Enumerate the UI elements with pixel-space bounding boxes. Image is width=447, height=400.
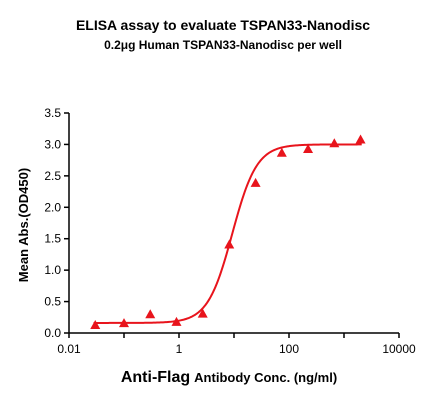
x-axis-label: Anti-Flag Antibody Conc. (ng/ml) (121, 369, 337, 386)
y-tick-label: 0.0 (44, 326, 61, 340)
data-point (171, 316, 182, 326)
data-point (355, 134, 366, 144)
data-point (250, 177, 261, 187)
x-axis-label-sub: Antibody Conc. (ng/ml) (194, 370, 337, 385)
data-point (276, 147, 287, 157)
y-tick-label: 3.5 (44, 106, 61, 120)
y-tick-label: 1.0 (44, 263, 61, 277)
data-point (119, 318, 129, 328)
chart-subtitle: 0.2μg Human TSPAN33-Nanodisc per well (104, 38, 342, 52)
y-tick-label: 2.5 (44, 169, 61, 183)
x-tick-label: 0.01 (57, 342, 81, 356)
data-point (145, 309, 156, 319)
data-points (90, 134, 366, 329)
data-point (303, 143, 314, 153)
y-tick-label: 0.5 (44, 295, 61, 309)
x-axis-ticks: 0.01 1 100 10000 (57, 333, 416, 356)
data-point (90, 319, 101, 329)
x-tick-label: 1 (176, 342, 183, 356)
y-tick-label: 2.0 (44, 200, 61, 214)
axes (68, 113, 399, 334)
y-tick-label: 1.5 (44, 232, 61, 246)
x-tick-label: 10000 (382, 342, 416, 356)
y-tick-label: 3.0 (44, 137, 61, 151)
x-axis-label-main: Anti-Flag (121, 369, 190, 386)
data-point (224, 239, 235, 249)
fit-curve (93, 143, 362, 324)
y-axis-ticks: 0.0 0.5 1.0 1.5 2.0 2.5 3.0 3.5 (44, 106, 69, 340)
data-point (197, 308, 208, 318)
y-axis-label: Mean Abs.(OD450) (16, 168, 31, 282)
chart-title: ELISA assay to evaluate TSPAN33-Nanodisc (76, 17, 370, 33)
data-point (329, 138, 340, 148)
fit-curve-group (93, 143, 362, 324)
x-tick-label: 100 (279, 342, 299, 356)
